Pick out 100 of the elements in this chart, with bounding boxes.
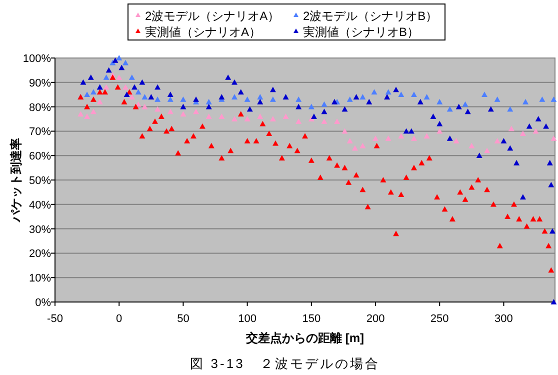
point [360, 94, 366, 100]
point [167, 108, 174, 114]
y-tick-label: 30% [28, 224, 52, 236]
point [346, 96, 353, 102]
x-tick-label: 50 [177, 313, 190, 325]
point [549, 228, 556, 234]
point [548, 182, 554, 188]
point [476, 152, 482, 158]
point [342, 106, 348, 112]
point [244, 96, 250, 102]
point [142, 104, 148, 110]
point [360, 142, 366, 148]
point [124, 92, 130, 97]
point [462, 101, 468, 107]
point [231, 79, 238, 85]
x-tick-label: -50 [47, 313, 63, 325]
point [106, 67, 112, 73]
point [410, 92, 417, 97]
y-axis-title: パケット到達率 [9, 138, 23, 223]
point [331, 98, 338, 104]
y-tick-label: 50% [28, 175, 52, 187]
point [507, 106, 514, 112]
point [131, 84, 138, 90]
point [334, 118, 340, 124]
point [484, 148, 490, 154]
legend-label: 2波モデル（シナリオA） [145, 9, 280, 23]
x-tick-label: 200 [366, 313, 385, 325]
x-tick-label: 300 [494, 313, 513, 325]
point [550, 136, 557, 141]
y-tick-label: 20% [28, 248, 52, 260]
y-tick-label: 70% [28, 126, 52, 138]
legend-label: 実測値（シナリオA） [145, 25, 262, 39]
point [352, 145, 358, 151]
point [500, 138, 507, 144]
point [84, 114, 90, 119]
point [154, 84, 161, 90]
point [238, 89, 244, 95]
point [436, 98, 443, 104]
point [507, 145, 514, 151]
point [128, 74, 135, 80]
point [225, 74, 232, 80]
point [135, 89, 142, 95]
point [148, 94, 154, 100]
point [270, 86, 276, 92]
point [142, 94, 148, 100]
point [116, 74, 122, 80]
point [494, 96, 500, 102]
point [270, 116, 276, 122]
point [118, 64, 125, 70]
point [112, 57, 118, 63]
point [296, 96, 302, 102]
point [231, 94, 238, 100]
point [296, 118, 302, 124]
point [180, 96, 186, 102]
point [520, 194, 526, 200]
point [321, 101, 328, 107]
point [128, 94, 135, 100]
point [96, 98, 103, 104]
point [550, 96, 557, 102]
point [398, 133, 404, 138]
point [372, 136, 379, 141]
y-tick-label: 0% [35, 297, 52, 309]
point [385, 136, 392, 141]
point [218, 94, 225, 100]
x-tick-label: 250 [430, 313, 449, 325]
point [257, 98, 264, 104]
point [393, 86, 400, 92]
point [180, 111, 186, 117]
point [139, 79, 146, 85]
point [384, 94, 390, 100]
point [154, 96, 161, 102]
y-tick-label: 90% [28, 77, 52, 90]
point [436, 120, 443, 126]
point [371, 89, 378, 95]
point [78, 111, 84, 117]
y-tick-label: 60% [28, 150, 52, 163]
point [546, 160, 553, 166]
point [468, 142, 475, 148]
point [90, 108, 96, 114]
point [90, 89, 96, 95]
point [88, 74, 94, 80]
point [346, 138, 353, 144]
point [410, 136, 417, 141]
point [522, 98, 529, 104]
legend-label: 2波モデル（シナリオB） [303, 9, 438, 23]
point [218, 114, 225, 119]
x-tick-label: 100 [238, 313, 256, 325]
point [308, 104, 314, 110]
point [520, 130, 526, 136]
point [193, 96, 200, 102]
point [80, 79, 86, 85]
point [342, 128, 348, 134]
point [206, 98, 212, 104]
point [257, 114, 264, 119]
point [122, 60, 129, 66]
point [193, 108, 200, 114]
point [206, 114, 212, 119]
point [532, 128, 539, 134]
point [206, 104, 212, 110]
point [408, 128, 414, 134]
